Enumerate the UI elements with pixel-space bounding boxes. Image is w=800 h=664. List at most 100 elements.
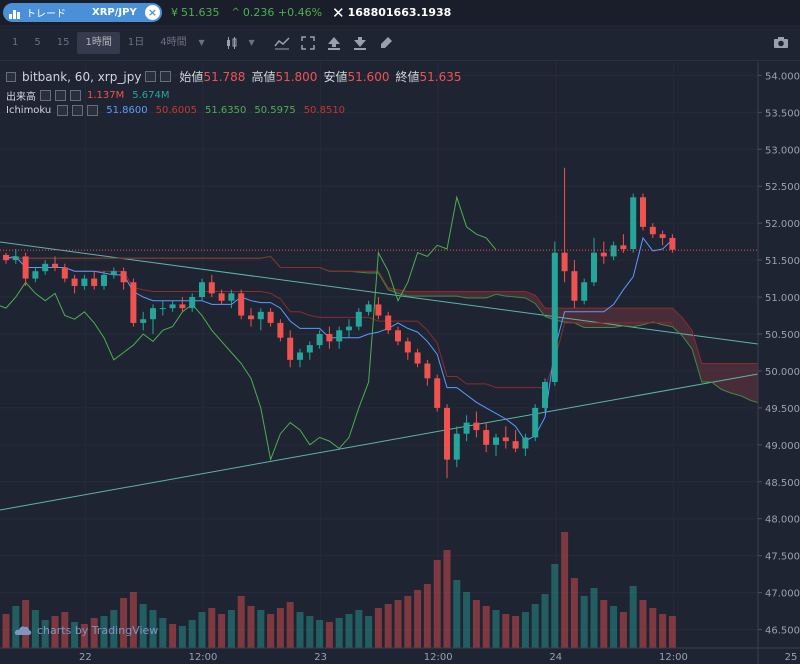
volume-bar xyxy=(218,614,226,648)
candle-body xyxy=(542,382,548,408)
candle-body xyxy=(600,252,607,257)
cloud-segment xyxy=(584,308,594,328)
top-trade-bar: トレード XRP/JPY × ¥ 51.635 ^ 0.236 +0.46% ✕… xyxy=(0,0,800,25)
candle-body xyxy=(630,197,637,250)
legend-eye-icon[interactable] xyxy=(145,71,157,82)
camera-icon[interactable] xyxy=(768,32,794,54)
volume-bar xyxy=(71,622,79,648)
volume-bar xyxy=(668,616,676,648)
volume-bar xyxy=(61,612,69,648)
volume-settings-icon[interactable] xyxy=(55,90,66,101)
ichimoku-eye-icon[interactable] xyxy=(57,105,69,116)
candle-body xyxy=(522,437,529,449)
candle-body xyxy=(12,256,19,261)
volume-bar xyxy=(110,610,118,648)
volume-remove-icon[interactable] xyxy=(70,90,81,101)
volume-bar xyxy=(227,610,235,648)
candle-body xyxy=(473,422,480,431)
download-icon[interactable] xyxy=(347,32,373,54)
candle-body xyxy=(610,245,617,257)
volume-bar xyxy=(472,600,480,648)
timeframe-1d[interactable]: 1日 xyxy=(127,36,145,48)
volume-bar xyxy=(453,580,461,648)
volume-bar xyxy=(198,612,206,648)
volume-bar xyxy=(443,550,451,648)
volume-bar xyxy=(120,598,128,648)
volume-bar xyxy=(649,608,657,648)
y-tick-label: 53.000 xyxy=(765,145,800,156)
cloud-segment xyxy=(515,291,526,298)
timeframe-15m[interactable]: 15 xyxy=(56,36,70,48)
volume-bar xyxy=(374,608,382,648)
candle-style-icon[interactable] xyxy=(219,32,245,54)
indicators-icon[interactable] xyxy=(269,32,295,54)
volume-bar xyxy=(551,564,559,648)
lagging-line xyxy=(0,195,497,462)
volume-bar xyxy=(306,616,314,648)
x-tick-label: 23 xyxy=(314,652,327,663)
candle-body xyxy=(159,308,166,310)
price-axis-bg xyxy=(758,62,800,664)
y-tick-label: 54.000 xyxy=(765,71,800,82)
span-b-line xyxy=(6,255,800,368)
y-tick-label: 49.500 xyxy=(765,404,800,415)
close-icon[interactable]: × xyxy=(145,5,160,20)
ichimoku-remove-icon[interactable] xyxy=(87,105,99,116)
cloud-segment xyxy=(701,363,712,383)
y-tick-label: 46.500 xyxy=(765,626,800,637)
cloud-segment xyxy=(692,330,702,383)
chart-style-dropdown-icon[interactable]: ▼ xyxy=(248,38,255,47)
ichimoku-span-b: 50.8510 xyxy=(303,105,346,116)
last-price-line: 51.635 xyxy=(0,243,800,258)
candle-body xyxy=(91,278,98,286)
cloud-segment xyxy=(417,291,428,297)
candle-body xyxy=(199,282,205,298)
volume-bar xyxy=(267,614,275,648)
cloud-segment xyxy=(623,308,634,327)
candle-body xyxy=(591,252,597,283)
volume-bar xyxy=(580,596,588,648)
candle-body xyxy=(640,197,646,227)
candle-body xyxy=(208,282,215,294)
trend-lines xyxy=(0,241,759,511)
legend-settings-icon[interactable] xyxy=(160,71,172,82)
y-tick-label: 50.000 xyxy=(765,367,800,378)
volume-bar xyxy=(482,606,490,648)
timeframe-5m[interactable]: 5 xyxy=(34,36,41,48)
open-value: 51.788 xyxy=(203,69,246,84)
trade-pair-pill[interactable]: トレード XRP/JPY × xyxy=(3,3,162,22)
timeframe-1m[interactable]: 1 xyxy=(12,36,19,48)
volume-bar xyxy=(100,616,108,648)
timeframe-1h[interactable]: 1時間 xyxy=(77,31,120,54)
price-chart[interactable]: 51.635 54.000 53.500 53.000 52.500 52.000 51.… xyxy=(0,62,800,664)
upload-icon[interactable] xyxy=(321,32,347,54)
drawing-icon[interactable] xyxy=(373,32,399,54)
cloud-segment xyxy=(486,291,496,298)
cloud-segment xyxy=(662,308,673,327)
collapse-legend-icon[interactable] xyxy=(6,71,16,82)
y-tick-label: 50.500 xyxy=(765,330,800,341)
last-price: 51.635 xyxy=(181,6,220,19)
cloud-segment xyxy=(427,291,438,297)
trade-label: トレード xyxy=(26,9,66,20)
ichimoku-label: Ichimoku xyxy=(6,105,52,116)
cloud-segment xyxy=(652,308,663,325)
volume-bar xyxy=(355,610,363,648)
y-tick-label: 52.000 xyxy=(765,219,800,230)
symbol-legend: bitbank, 60, xrp_jpy 始値 51.788 高値 51.800… xyxy=(6,68,465,85)
chart-grid xyxy=(0,62,792,648)
volume-bar xyxy=(247,606,255,648)
candle-body xyxy=(669,237,676,250)
fullscreen-icon[interactable] xyxy=(295,32,321,54)
tradingview-watermark[interactable]: charts by TradingView xyxy=(14,624,158,637)
y-tick-label: 48.000 xyxy=(765,515,800,526)
volume-bar xyxy=(149,610,157,648)
volume-bar xyxy=(276,608,284,648)
candle-body xyxy=(561,252,568,272)
volume-eye-icon[interactable] xyxy=(40,90,51,101)
timeframe-4h[interactable]: 4時間 xyxy=(160,36,187,48)
timeframe-dropdown-icon[interactable]: ▼ xyxy=(198,38,205,47)
x-tick-label: 22 xyxy=(79,652,92,663)
candle-body xyxy=(101,274,107,286)
ichimoku-settings-icon[interactable] xyxy=(72,105,84,116)
